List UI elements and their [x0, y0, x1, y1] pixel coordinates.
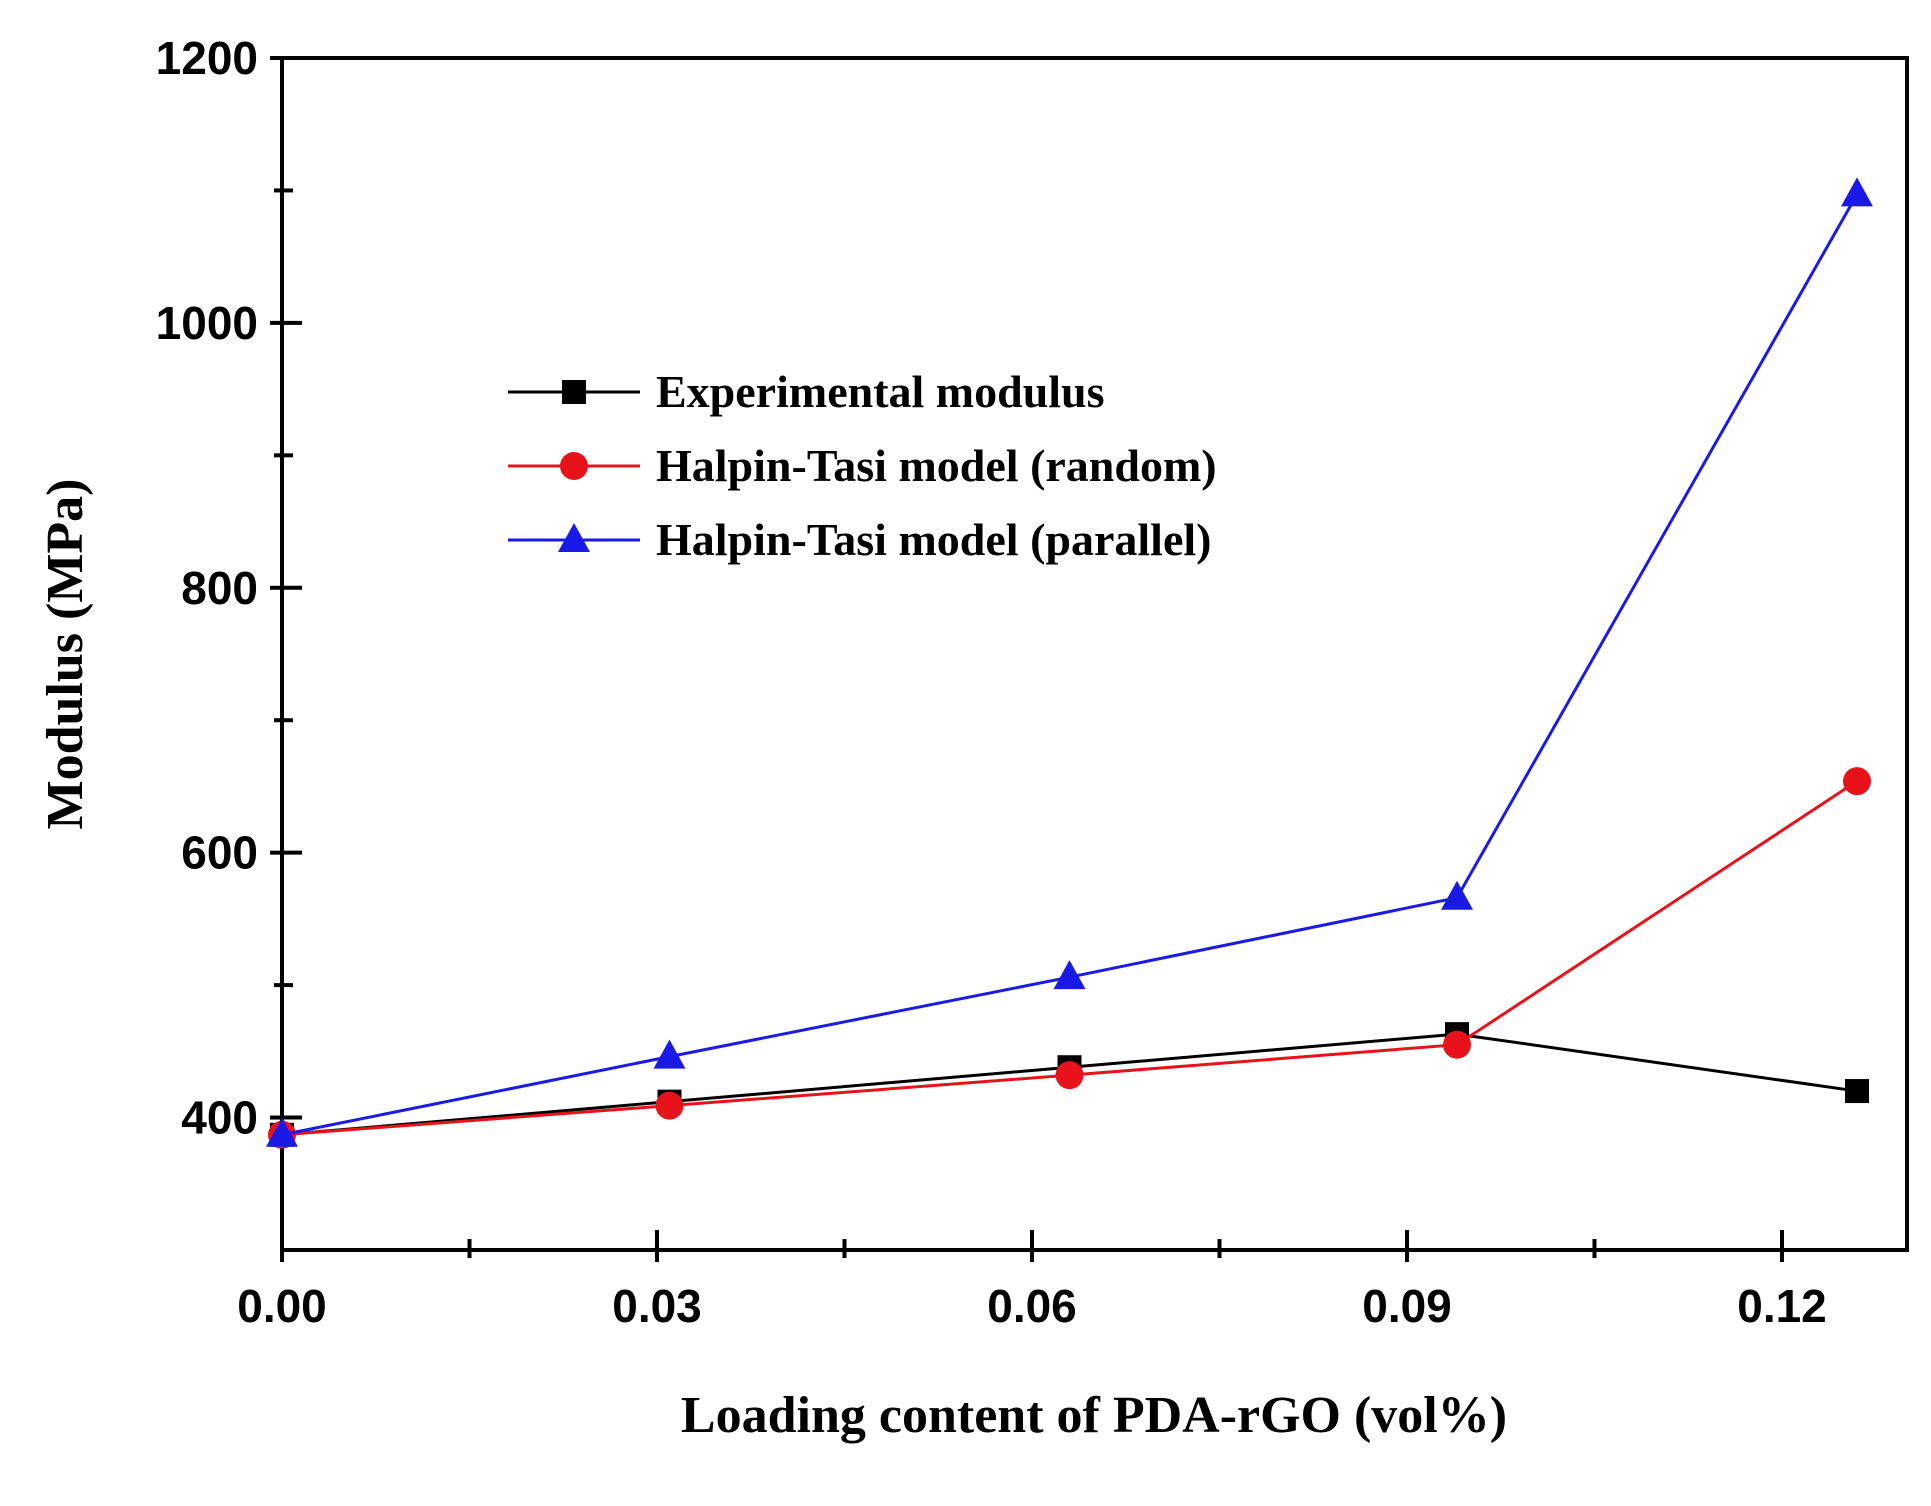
y-tick-label: 1000	[156, 297, 258, 349]
data-point	[266, 1117, 298, 1147]
x-ticks: 0.00 0.03 0.06 0.09 0.12	[237, 1230, 1827, 1332]
y-tick-label: 400	[181, 1092, 258, 1144]
x-tick-label: 0.00	[237, 1280, 327, 1332]
data-point	[1843, 767, 1871, 796]
legend-marker	[560, 452, 588, 480]
y-tick-label: 800	[181, 562, 258, 614]
y-tick-label: 1200	[156, 32, 258, 84]
legend-marker	[558, 523, 590, 552]
legend: Experimental modulus Halpin-Tasi model (r…	[508, 366, 1217, 565]
x-tick-label: 0.09	[1362, 1280, 1452, 1332]
legend-label: Experimental modulus	[656, 366, 1105, 417]
data-point	[1443, 1030, 1471, 1059]
legend-marker	[562, 380, 586, 404]
y-tick-label: 600	[181, 827, 258, 879]
data-point	[1053, 960, 1086, 990]
data-point	[653, 1039, 686, 1069]
x-axis-title: Loading content of PDA-rGO (vol%)	[681, 1387, 1507, 1444]
series-layer	[266, 177, 1873, 1149]
x-tick-label: 0.12	[1737, 1280, 1827, 1332]
legend-item: Experimental modulus	[508, 366, 1105, 417]
y-axis-title: Modulus (MPa)	[37, 479, 94, 830]
data-point	[655, 1091, 684, 1120]
legend-label: Halpin-Tasi model (parallel)	[656, 514, 1211, 565]
series-line	[281, 193, 1859, 1137]
y-ticks: 400 600 800 1000 1200	[156, 32, 302, 1144]
series-2	[266, 177, 1873, 1147]
series-1	[268, 767, 1871, 1149]
data-point	[1441, 880, 1473, 910]
plot-area	[280, 56, 1909, 1252]
x-tick-label: 0.06	[987, 1280, 1077, 1332]
x-tick-label: 0.03	[612, 1280, 702, 1332]
data-point	[1841, 177, 1873, 207]
legend-item: Halpin-Tasi model (parallel)	[508, 514, 1211, 565]
legend-label: Halpin-Tasi model (random)	[656, 440, 1217, 491]
data-point	[1845, 1079, 1869, 1104]
legend-item: Halpin-Tasi model (random)	[508, 440, 1217, 491]
data-point	[1055, 1061, 1084, 1090]
